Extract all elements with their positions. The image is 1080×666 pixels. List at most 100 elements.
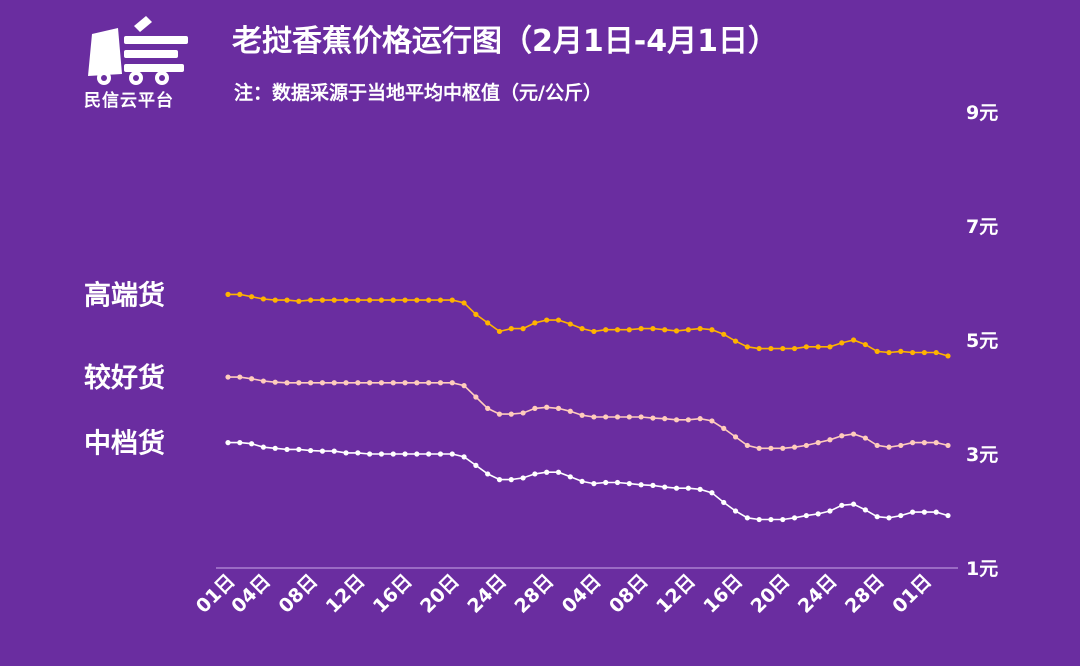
data-point	[473, 462, 479, 468]
data-point	[945, 353, 951, 359]
x-tick-label: 01日	[192, 570, 240, 618]
data-point	[697, 486, 703, 492]
data-point	[744, 515, 750, 521]
data-point	[662, 484, 668, 490]
data-point	[272, 445, 278, 451]
data-point	[709, 327, 715, 333]
data-point	[449, 297, 455, 303]
data-point	[803, 512, 809, 519]
data-point	[331, 380, 337, 386]
data-point	[650, 482, 656, 488]
data-point	[260, 444, 267, 450]
data-point	[780, 345, 786, 352]
y-tick-label: 5元	[966, 330, 998, 352]
data-point	[945, 442, 951, 449]
x-tick-label: 20日	[416, 570, 464, 618]
data-point	[296, 298, 302, 304]
data-point	[921, 440, 927, 446]
data-point	[709, 418, 715, 424]
data-point	[343, 380, 349, 386]
data-point	[803, 344, 809, 350]
data-point	[827, 508, 833, 514]
data-point	[237, 291, 243, 297]
data-point	[591, 414, 597, 420]
data-point	[532, 405, 538, 411]
data-point	[508, 411, 514, 417]
data-point	[437, 380, 444, 386]
data-point	[331, 297, 337, 303]
data-point	[791, 515, 798, 521]
data-point	[579, 478, 585, 484]
data-point	[508, 326, 514, 332]
data-point	[933, 349, 939, 356]
y-tick-label: 7元	[966, 216, 998, 238]
y-tick-label: 1元	[966, 558, 998, 580]
data-point	[237, 374, 243, 380]
data-point	[874, 348, 880, 354]
data-point	[874, 514, 880, 520]
data-point	[768, 516, 774, 523]
data-point	[367, 380, 373, 386]
x-tick-label: 16日	[369, 570, 417, 618]
data-point	[839, 433, 845, 439]
data-point	[308, 447, 314, 454]
series-1	[225, 374, 951, 451]
data-point	[886, 444, 892, 450]
data-point	[402, 380, 408, 386]
data-point	[437, 451, 444, 457]
data-point	[945, 512, 951, 519]
data-point	[626, 414, 632, 420]
data-point	[697, 326, 703, 332]
data-point	[567, 474, 573, 480]
data-point	[367, 297, 373, 303]
data-point	[756, 345, 762, 352]
data-point	[378, 297, 385, 303]
data-point	[603, 327, 609, 333]
data-point	[614, 414, 621, 420]
data-point	[567, 408, 573, 414]
data-point	[791, 444, 798, 450]
data-point	[898, 348, 904, 354]
data-point	[815, 511, 821, 517]
data-point	[791, 345, 798, 352]
series-line	[228, 441, 949, 521]
data-point	[732, 434, 739, 440]
data-point	[367, 451, 373, 457]
data-point	[485, 405, 491, 411]
data-point	[296, 380, 302, 386]
data-point	[603, 414, 609, 420]
data-point	[850, 431, 857, 437]
data-point	[803, 442, 809, 449]
chart-subtitle: 注：数据采源于当地平均中枢值（元/公斤）	[234, 82, 602, 104]
data-point	[414, 451, 420, 457]
data-point	[532, 320, 538, 326]
data-point	[898, 512, 904, 519]
data-point	[260, 296, 267, 302]
y-tick-label: 9元	[966, 102, 998, 124]
data-point	[355, 380, 361, 386]
data-point	[744, 442, 750, 449]
x-tick-label: 16日	[699, 570, 747, 618]
data-point	[638, 414, 644, 420]
data-point	[662, 327, 668, 333]
data-point	[921, 349, 927, 356]
data-point	[579, 412, 585, 418]
data-point	[496, 477, 503, 483]
data-point	[331, 448, 337, 454]
data-point	[520, 410, 526, 416]
data-point	[485, 471, 491, 477]
data-point	[780, 445, 786, 451]
data-point	[591, 481, 597, 487]
data-point	[272, 379, 278, 385]
truck-logo-icon	[88, 16, 188, 85]
data-point	[414, 380, 420, 386]
data-point	[874, 442, 880, 449]
series-label: 中档货	[84, 428, 165, 460]
data-point	[909, 440, 916, 446]
data-point	[390, 297, 396, 303]
x-tick-label: 04日	[558, 570, 606, 618]
series-label: 高端货	[84, 279, 165, 311]
data-point	[461, 454, 467, 460]
y-tick-label: 3元	[966, 444, 998, 466]
x-tick-label: 24日	[463, 570, 511, 618]
